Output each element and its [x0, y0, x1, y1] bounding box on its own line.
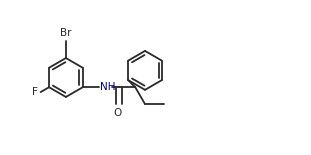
Text: F: F	[32, 87, 38, 97]
Text: O: O	[114, 108, 122, 118]
Text: Br: Br	[60, 28, 72, 38]
Text: NH: NH	[100, 82, 116, 92]
